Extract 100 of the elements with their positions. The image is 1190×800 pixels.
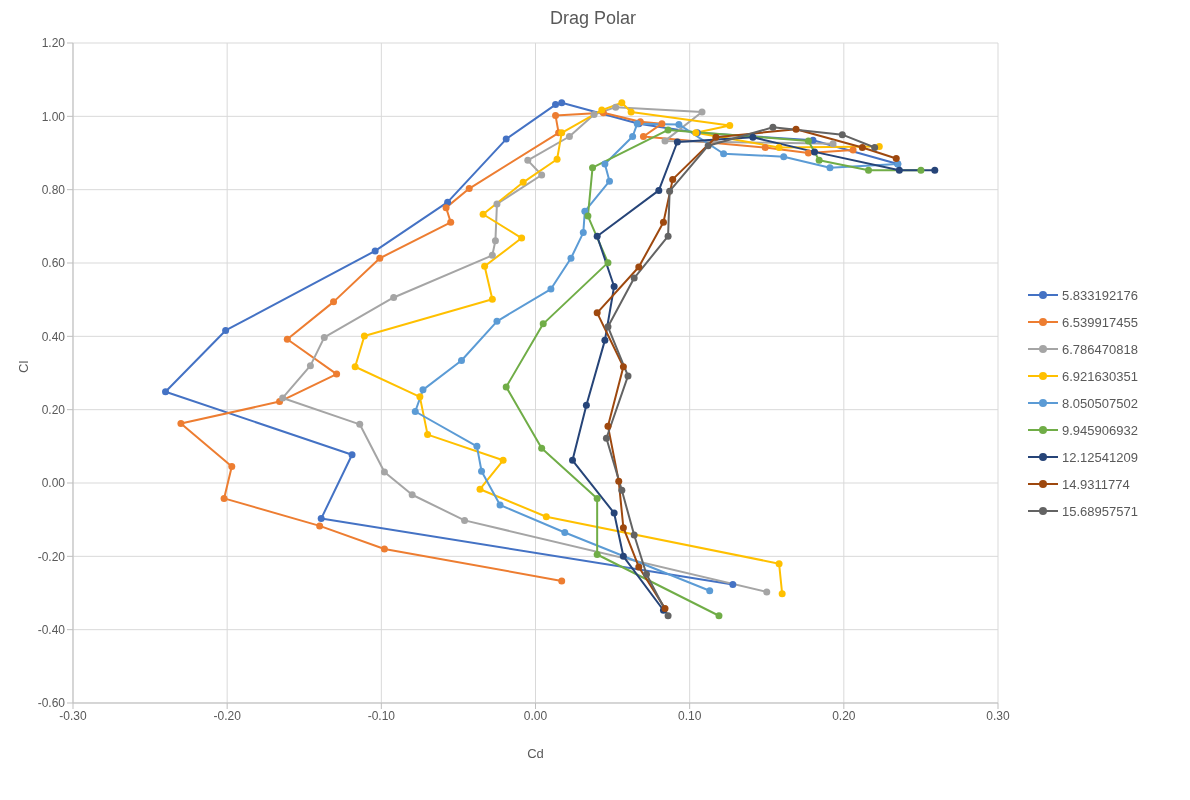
x-tick-label: -0.30 <box>59 708 87 723</box>
point <box>330 298 338 306</box>
y-axis-title: Cl <box>15 360 31 373</box>
y-tick-label: -0.40 <box>37 622 66 637</box>
point <box>478 467 486 475</box>
legend-label: 14.9311774 <box>1062 476 1130 492</box>
legend-label: 6.921630351 <box>1062 368 1138 384</box>
legend-label: 6.786470818 <box>1062 341 1138 357</box>
point <box>458 357 465 365</box>
point <box>569 456 576 464</box>
point <box>804 149 812 157</box>
point <box>780 153 788 161</box>
point <box>811 148 819 156</box>
point <box>228 463 236 470</box>
legend-label: 8.050507502 <box>1062 395 1138 411</box>
legend-label: 6.539917455 <box>1062 314 1138 330</box>
point <box>792 125 800 133</box>
point <box>552 101 560 109</box>
point <box>539 320 547 328</box>
point <box>356 420 364 428</box>
point <box>815 156 823 164</box>
y-tick-label: 1.20 <box>41 36 66 51</box>
point <box>602 434 610 442</box>
point <box>476 485 484 493</box>
point <box>630 274 638 282</box>
y-tick-label: -0.20 <box>37 549 66 564</box>
point <box>552 112 560 120</box>
point <box>538 171 546 179</box>
point <box>675 120 683 128</box>
point <box>496 501 504 509</box>
point <box>669 175 677 183</box>
point <box>895 166 903 174</box>
point <box>499 456 507 464</box>
y-tick-label: 0.60 <box>41 256 66 271</box>
point <box>279 394 287 402</box>
point <box>624 372 632 380</box>
point <box>666 187 674 195</box>
x-tick-label: 0.00 <box>523 708 548 723</box>
point <box>615 477 623 485</box>
y-tick-label: 0.20 <box>41 402 66 417</box>
point <box>162 388 169 396</box>
point <box>715 612 723 620</box>
point <box>619 552 627 560</box>
y-tick-label: 0.40 <box>41 329 66 344</box>
point <box>581 207 589 215</box>
point <box>630 531 638 539</box>
point <box>220 494 228 502</box>
point <box>488 251 496 259</box>
point <box>542 513 550 521</box>
point <box>664 612 672 620</box>
x-axis-title: Cd <box>527 746 544 761</box>
point <box>461 516 469 524</box>
point <box>447 218 455 226</box>
point <box>390 293 398 301</box>
point <box>584 212 592 220</box>
legend-label: 12.12541209 <box>1062 449 1138 465</box>
point <box>424 431 432 439</box>
point <box>664 232 672 240</box>
point <box>553 155 561 163</box>
point <box>643 570 650 578</box>
point <box>442 204 450 212</box>
point <box>892 155 900 162</box>
point <box>712 133 720 141</box>
point <box>619 363 627 371</box>
point <box>582 401 590 409</box>
point <box>408 491 416 499</box>
point <box>481 262 489 270</box>
point <box>698 108 706 116</box>
point <box>775 560 783 568</box>
legend-label: 9.945906932 <box>1062 422 1138 438</box>
point <box>829 140 837 148</box>
point <box>380 468 388 476</box>
point <box>473 442 481 450</box>
point <box>493 317 501 325</box>
x-tick-label: 0.30 <box>986 708 1010 723</box>
point <box>838 131 846 139</box>
point <box>222 326 230 334</box>
point <box>547 285 555 293</box>
point <box>629 133 637 140</box>
point <box>726 122 734 129</box>
point <box>593 309 601 317</box>
point <box>673 138 681 146</box>
point <box>491 237 499 245</box>
point <box>567 254 575 262</box>
y-tick-label: 0.00 <box>41 476 66 491</box>
point <box>849 146 857 154</box>
point <box>664 126 672 134</box>
point <box>749 133 757 141</box>
legend-label: 15.68957571 <box>1062 503 1138 519</box>
point <box>604 323 612 331</box>
point <box>610 282 618 290</box>
point <box>593 551 601 558</box>
point <box>333 370 341 378</box>
point <box>659 218 667 226</box>
point <box>493 200 501 208</box>
point <box>360 332 368 340</box>
point <box>763 588 771 596</box>
point <box>371 247 379 255</box>
point <box>704 142 712 150</box>
point <box>720 150 728 158</box>
